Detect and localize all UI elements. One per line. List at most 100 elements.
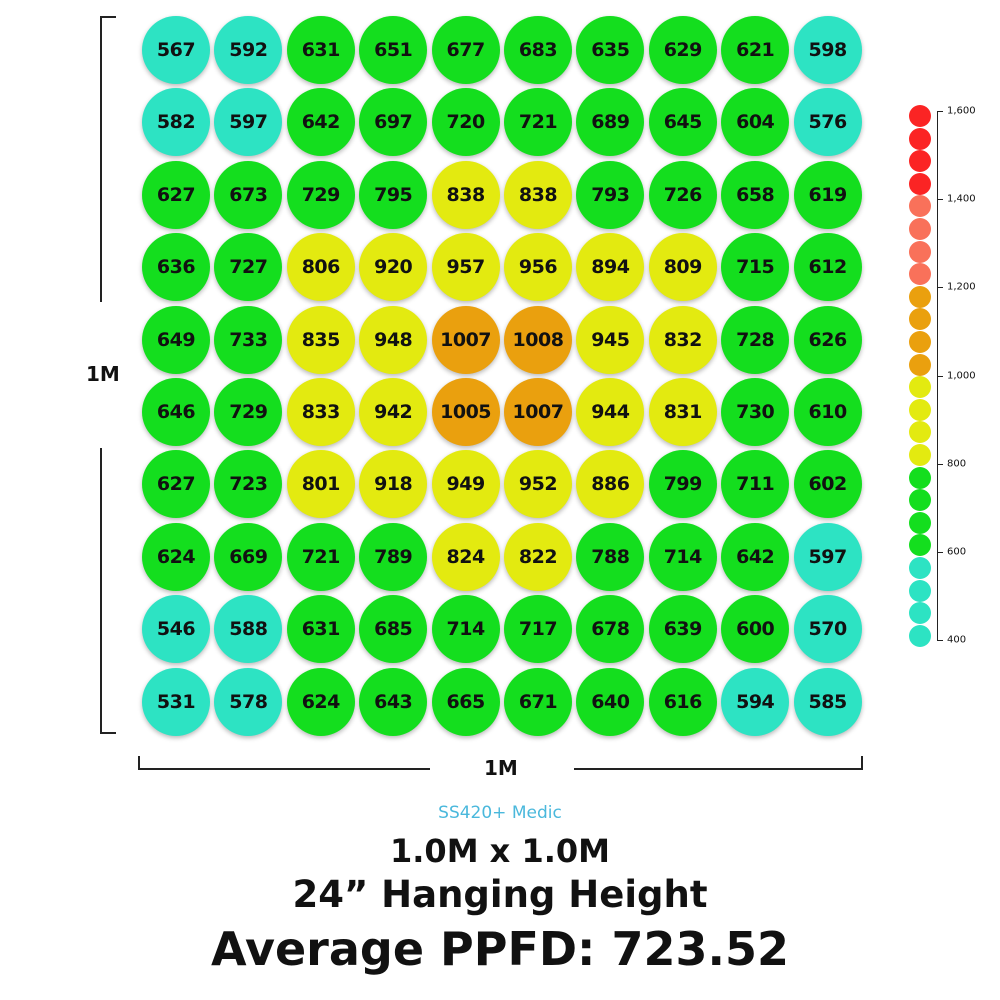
legend-tick-label: 1,000 xyxy=(947,370,976,381)
heatmap-cell: 799 xyxy=(648,450,717,519)
legend-dot xyxy=(909,444,931,466)
heatmap-cell: 1007 xyxy=(431,305,500,374)
heatmap-cell: 806 xyxy=(286,233,355,302)
heatmap-cell: 631 xyxy=(286,16,355,84)
heatmap-cell: 838 xyxy=(431,160,500,229)
heatmap-cell: 567 xyxy=(142,16,210,84)
y-dimension-bracket-bottom xyxy=(100,448,116,734)
heatmap-cell: 576 xyxy=(793,88,862,157)
legend-tick xyxy=(937,199,943,201)
heatmap-cell: 665 xyxy=(431,667,500,736)
heatmap-cell: 610 xyxy=(793,378,862,446)
heatmap-cell: 918 xyxy=(359,450,428,519)
heatmap-cell: 639 xyxy=(648,595,717,664)
legend-dot xyxy=(909,150,931,173)
legend-dot xyxy=(909,602,931,625)
legend-dot xyxy=(909,127,931,150)
legend-dot xyxy=(909,285,931,308)
heatmap-cell: 594 xyxy=(721,667,790,736)
heatmap-cell: 949 xyxy=(431,450,500,519)
heatmap-cell: 585 xyxy=(793,667,862,736)
legend-dot xyxy=(909,263,931,286)
heatmap-cell: 801 xyxy=(286,450,355,519)
legend-tick-label: 600 xyxy=(947,546,967,558)
legend-dot xyxy=(909,218,931,240)
legend-dot xyxy=(909,421,931,444)
legend-tick xyxy=(937,287,943,289)
heatmap-cell: 886 xyxy=(576,450,645,519)
legend-dot xyxy=(909,398,931,421)
product-name: SS420+ Medic xyxy=(438,803,562,823)
heatmap-cell: 673 xyxy=(214,160,283,229)
heatmap-cell: 920 xyxy=(359,233,428,302)
heatmap-cell: 715 xyxy=(721,233,790,302)
heatmap-cell: 640 xyxy=(576,667,645,736)
heatmap-cell: 1007 xyxy=(504,378,572,446)
heatmap-cell: 612 xyxy=(793,233,862,302)
heatmap-cell: 723 xyxy=(214,450,283,519)
legend-dot xyxy=(909,557,931,579)
heatmap-cell: 726 xyxy=(648,160,717,229)
heatmap-cell: 683 xyxy=(504,16,572,84)
heatmap-cell: 631 xyxy=(286,595,355,664)
x-axis-label: 1M xyxy=(476,756,526,780)
heatmap-cell: 546 xyxy=(142,595,210,664)
heatmap-cell: 721 xyxy=(504,88,572,157)
legend-dot xyxy=(909,195,931,218)
heatmap-cell: 624 xyxy=(286,667,355,736)
heatmap-cell: 677 xyxy=(431,16,500,84)
heatmap-cell: 831 xyxy=(648,378,717,446)
heatmap-cell: 651 xyxy=(359,16,428,84)
heatmap-cell: 824 xyxy=(431,522,500,591)
heatmap-cell: 728 xyxy=(721,305,790,374)
legend-tick xyxy=(937,463,943,465)
heatmap-cell: 621 xyxy=(721,16,790,84)
color-scale-legend: 1,600 1,400 1,200 1,000 800 600 400 xyxy=(905,100,1000,660)
legend-tick-label: 1,600 xyxy=(947,105,976,117)
heatmap-cell: 727 xyxy=(214,233,283,302)
heatmap-cell: 604 xyxy=(721,88,790,157)
heatmap-cell: 894 xyxy=(576,233,645,302)
coverage-size: 1.0M x 1.0M xyxy=(390,832,610,870)
heatmap-cell: 832 xyxy=(648,305,717,374)
average-ppfd: Average PPFD: 723.52 xyxy=(211,922,789,976)
heatmap-cell: 678 xyxy=(576,595,645,664)
heatmap-cell: 627 xyxy=(142,450,210,519)
legend-dot xyxy=(909,579,931,602)
heatmap-cell: 582 xyxy=(142,88,210,157)
heatmap-cell: 598 xyxy=(793,16,862,84)
legend-tick-label: 1,200 xyxy=(947,281,976,293)
heatmap-cell: 602 xyxy=(793,450,862,519)
legend-dot xyxy=(909,240,931,263)
legend-tick xyxy=(937,111,943,112)
legend-dot xyxy=(909,376,931,399)
legend-dot xyxy=(909,466,931,489)
heatmap-cell: 624 xyxy=(142,522,210,591)
heatmap-cell: 697 xyxy=(359,88,428,157)
heatmap-cell: 646 xyxy=(142,378,210,446)
heatmap-cell: 570 xyxy=(793,595,862,664)
legend-dot xyxy=(909,105,931,127)
heatmap-cell: 793 xyxy=(576,160,645,229)
legend-dot xyxy=(909,489,931,512)
heatmap-cell: 835 xyxy=(286,305,355,374)
heatmap-cell: 600 xyxy=(721,595,790,664)
heatmap-cell: 838 xyxy=(504,160,572,229)
heatmap-cell: 942 xyxy=(359,378,428,446)
legend-tick xyxy=(937,551,943,553)
heatmap-cell: 627 xyxy=(142,160,210,229)
heatmap-cell: 730 xyxy=(721,378,790,446)
legend-dot xyxy=(909,308,931,331)
hanging-height: 24” Hanging Height xyxy=(292,873,708,916)
heatmap-cell: 952 xyxy=(504,450,572,519)
heatmap-cell: 714 xyxy=(431,595,500,664)
heatmap-cell: 669 xyxy=(214,522,283,591)
heatmap-cell: 721 xyxy=(286,522,355,591)
heatmap-cell: 643 xyxy=(359,667,428,736)
heatmap-cell: 720 xyxy=(431,88,500,157)
x-dimension-bracket-right xyxy=(574,756,863,770)
heatmap-cell: 689 xyxy=(576,88,645,157)
heatmap-cell: 948 xyxy=(359,305,428,374)
legend-dot xyxy=(909,331,931,353)
